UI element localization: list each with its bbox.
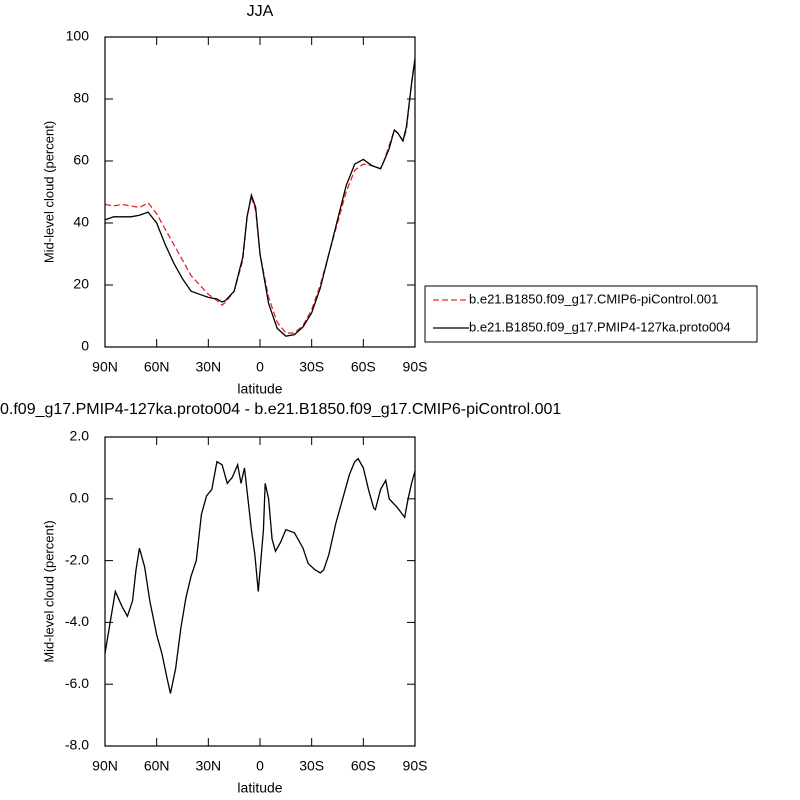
plot-frame (104, 436, 416, 747)
x-tick-label: 30S (299, 359, 324, 375)
y-tick-label: -4.0 (65, 613, 89, 629)
x-tick-label: 60N (144, 758, 170, 774)
x-tick-label: 90N (92, 758, 118, 774)
chart-title: 0.f09_g17.PMIP4-127ka.proto004 - b.e21.B… (0, 401, 561, 418)
x-tick-label: 0 (256, 359, 264, 375)
y-tick-label: 2.0 (70, 428, 90, 444)
legend-box (424, 285, 758, 343)
chart-title: JJA (247, 3, 274, 20)
y-tick-label: 80 (73, 90, 89, 106)
x-tick-label: 30N (195, 758, 221, 774)
x-tick-label: 0 (256, 758, 264, 774)
y-tick-label: 40 (73, 214, 89, 230)
y-tick-label: -6.0 (65, 675, 89, 691)
y-axis-label: Mid-level cloud (percent) (41, 520, 56, 662)
x-tick-label: 60S (351, 359, 376, 375)
legend-label: b.e21.B1850.f09_g17.CMIP6-piControl.001 (469, 291, 718, 306)
x-tick-label: 60N (144, 359, 170, 375)
x-tick-label: 30S (299, 758, 324, 774)
legend-label: b.e21.B1850.f09_g17.PMIP4-127ka.proto004 (469, 319, 731, 334)
y-tick-label: -8.0 (65, 737, 89, 753)
x-tick-label: 90S (403, 758, 428, 774)
y-tick-label: -2.0 (65, 551, 89, 567)
y-tick-label: 20 (73, 276, 89, 292)
data-line (104, 58, 416, 334)
y-tick-label: 100 (66, 28, 90, 44)
y-tick-label: 60 (73, 152, 89, 168)
data-line (104, 58, 416, 337)
y-tick-label: 0.0 (70, 490, 90, 506)
x-axis-label: latitude (237, 780, 282, 796)
plot-frame (104, 36, 416, 348)
y-axis-label: Mid-level cloud (percent) (41, 121, 56, 263)
data-line (104, 457, 416, 694)
x-tick-label: 60S (351, 758, 376, 774)
x-tick-label: 90S (403, 359, 428, 375)
y-tick-label: 0 (81, 338, 89, 354)
x-axis-label: latitude (237, 381, 282, 397)
x-tick-label: 90N (92, 359, 118, 375)
x-tick-label: 30N (195, 359, 221, 375)
